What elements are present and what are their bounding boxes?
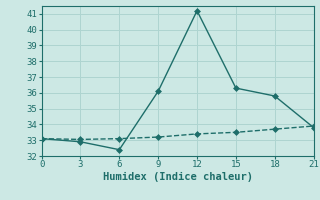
- X-axis label: Humidex (Indice chaleur): Humidex (Indice chaleur): [103, 172, 252, 182]
